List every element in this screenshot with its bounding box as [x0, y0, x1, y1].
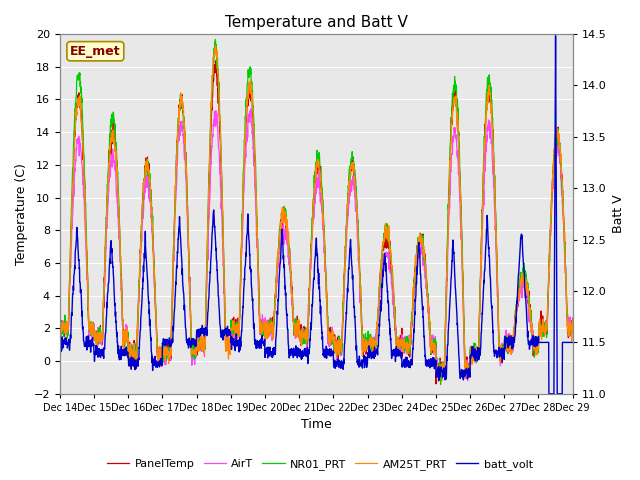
PanelTemp [331, 342, 339, 348]
X-axis label: Time: Time [301, 419, 332, 432]
AirT [524, 295, 532, 301]
Line: PanelTemp: PanelTemp [60, 61, 573, 384]
PanelTemp [212, 58, 220, 64]
Line: batt_volt: batt_volt [60, 36, 573, 394]
batt_volt [545, 391, 553, 396]
NR01_PRT [569, 328, 577, 334]
AirT [538, 328, 546, 334]
batt_volt [56, 338, 63, 344]
NR01_PRT [56, 326, 63, 332]
batt_volt [331, 358, 339, 363]
PanelTemp [432, 381, 440, 387]
AirT [342, 240, 350, 245]
NR01_PRT [331, 349, 339, 355]
AM25T_PRT [538, 327, 546, 333]
AirT [331, 344, 339, 350]
PanelTemp [569, 315, 577, 321]
Title: Temperature and Batt V: Temperature and Batt V [225, 15, 408, 30]
AM25T_PRT [199, 345, 207, 351]
Y-axis label: Batt V: Batt V [612, 194, 625, 233]
AM25T_PRT [435, 378, 442, 384]
AirT [569, 328, 577, 334]
AirT [247, 106, 255, 112]
PanelTemp [199, 341, 207, 347]
NR01_PRT [524, 280, 532, 286]
AirT [464, 378, 472, 384]
AirT [199, 339, 207, 345]
NR01_PRT [465, 367, 473, 373]
AM25T_PRT [212, 43, 220, 48]
Y-axis label: Temperature (C): Temperature (C) [15, 163, 28, 265]
batt_volt [199, 326, 207, 332]
Line: NR01_PRT: NR01_PRT [60, 39, 573, 384]
batt_volt [465, 365, 473, 371]
batt_volt [524, 324, 531, 330]
batt_volt [538, 339, 545, 345]
AM25T_PRT [56, 330, 63, 336]
NR01_PRT [212, 36, 220, 42]
batt_volt [569, 339, 577, 345]
PanelTemp [342, 233, 350, 239]
Line: AM25T_PRT: AM25T_PRT [60, 46, 573, 381]
AM25T_PRT [465, 372, 473, 377]
batt_volt [552, 33, 559, 38]
AirT [56, 319, 63, 325]
NR01_PRT [538, 329, 546, 335]
PanelTemp [56, 324, 63, 330]
batt_volt [342, 318, 349, 324]
PanelTemp [524, 300, 532, 306]
AM25T_PRT [331, 349, 339, 355]
Text: EE_met: EE_met [70, 45, 121, 58]
NR01_PRT [199, 344, 207, 350]
AM25T_PRT [524, 293, 532, 299]
NR01_PRT [436, 382, 444, 387]
PanelTemp [465, 374, 473, 380]
AM25T_PRT [569, 316, 577, 322]
PanelTemp [538, 328, 546, 334]
Line: AirT: AirT [60, 109, 573, 381]
NR01_PRT [342, 230, 350, 236]
Legend: PanelTemp, AirT, NR01_PRT, AM25T_PRT, batt_volt: PanelTemp, AirT, NR01_PRT, AM25T_PRT, ba… [102, 455, 538, 474]
AirT [465, 359, 473, 365]
AM25T_PRT [342, 233, 350, 239]
